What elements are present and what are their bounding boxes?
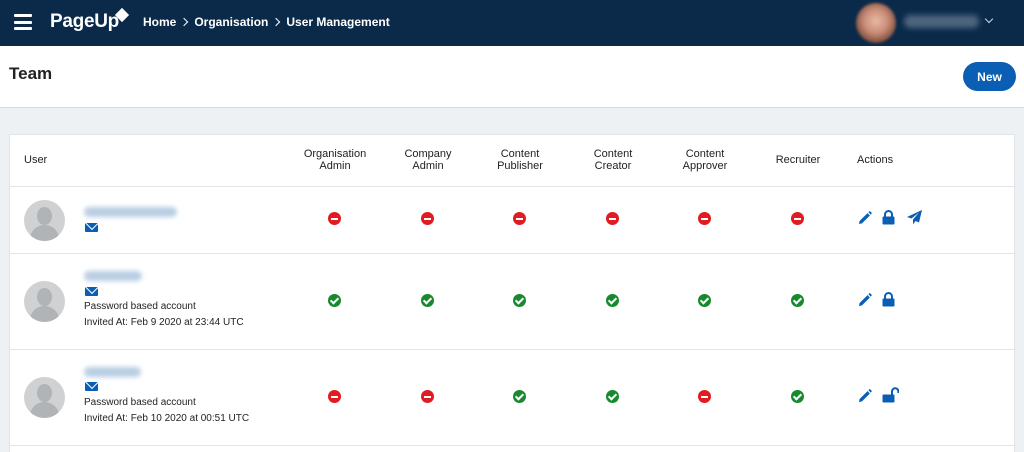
invited-at: Invited At: Feb 9 2020 at 23:44 UTC (84, 317, 244, 328)
page-header: Team New (0, 46, 1024, 108)
edit-icon[interactable] (858, 211, 872, 225)
unlock-icon[interactable] (882, 387, 899, 403)
status-deny-icon (328, 212, 341, 225)
avatar (24, 200, 65, 241)
chevron-right-icon (272, 17, 281, 27)
user-avatar[interactable] (856, 3, 896, 43)
invited-at: Invited At: Feb 10 2020 at 00:51 UTC (84, 413, 250, 424)
status-deny-icon (513, 212, 526, 225)
status-allow-icon (513, 390, 526, 403)
edit-icon[interactable] (858, 293, 872, 307)
menu-icon[interactable] (14, 14, 32, 30)
column-header-company-admin: Company Admin (404, 148, 452, 172)
status-allow-icon (791, 294, 804, 307)
status-allow-icon (791, 390, 804, 403)
status-deny-icon (421, 212, 434, 225)
edit-icon[interactable] (858, 389, 872, 403)
new-button[interactable]: New (963, 62, 1016, 91)
table-row: Password based account Invited At: Feb 9… (10, 254, 1016, 350)
user-name-redacted[interactable] (84, 271, 142, 281)
column-header-recruiter: Recruiter (775, 154, 821, 166)
breadcrumb: Home Organisation User Management (143, 15, 390, 29)
user-name-redacted[interactable] (84, 207, 177, 217)
send-icon[interactable] (907, 210, 922, 225)
column-header-organisation-admin: Organisation Admin (303, 148, 367, 172)
mail-icon[interactable] (85, 287, 98, 296)
avatar (24, 377, 65, 418)
column-header-content-publisher: Content Publisher (497, 148, 543, 172)
breadcrumb-home[interactable]: Home (143, 15, 177, 29)
status-allow-icon (328, 294, 341, 307)
breadcrumb-organisation[interactable]: Organisation (194, 15, 269, 29)
column-header-actions: Actions (857, 154, 894, 166)
account-type: Password based account (84, 301, 196, 312)
status-allow-icon (513, 294, 526, 307)
pageup-logo[interactable]: PageUp (50, 11, 119, 32)
chevron-down-icon[interactable] (984, 14, 994, 24)
breadcrumb-current: User Management (286, 15, 390, 29)
column-header-user: User (24, 154, 48, 166)
status-allow-icon (606, 294, 619, 307)
avatar (24, 281, 65, 322)
table-row: Password based account Invited At: Feb 1… (10, 350, 1016, 446)
column-header-content-creator: Content Creator (593, 148, 633, 172)
status-deny-icon (328, 390, 341, 403)
chevron-right-icon (180, 17, 189, 27)
top-navigation-bar: PageUp Home Organisation User Management (0, 0, 1024, 46)
page-title: Team (9, 64, 53, 83)
status-allow-icon (698, 294, 711, 307)
status-deny-icon (606, 212, 619, 225)
status-deny-icon (698, 390, 711, 403)
lock-icon[interactable] (882, 292, 895, 307)
mail-icon[interactable] (85, 382, 98, 391)
team-table: User Organisation Admin Company Admin Cont… (9, 134, 1016, 452)
table-row (10, 187, 1016, 254)
user-name-redacted[interactable] (84, 367, 141, 377)
status-deny-icon (421, 390, 434, 403)
lock-icon[interactable] (882, 210, 895, 225)
status-deny-icon (698, 212, 711, 225)
account-type: Password based account (84, 397, 196, 408)
user-name-redacted[interactable] (904, 15, 979, 28)
status-deny-icon (791, 212, 804, 225)
column-header-content-approver: Content Approver (682, 148, 728, 172)
status-allow-icon (606, 390, 619, 403)
status-allow-icon (421, 294, 434, 307)
mail-icon[interactable] (85, 223, 98, 232)
table-header: User Organisation Admin Company Admin Cont… (10, 135, 1016, 187)
